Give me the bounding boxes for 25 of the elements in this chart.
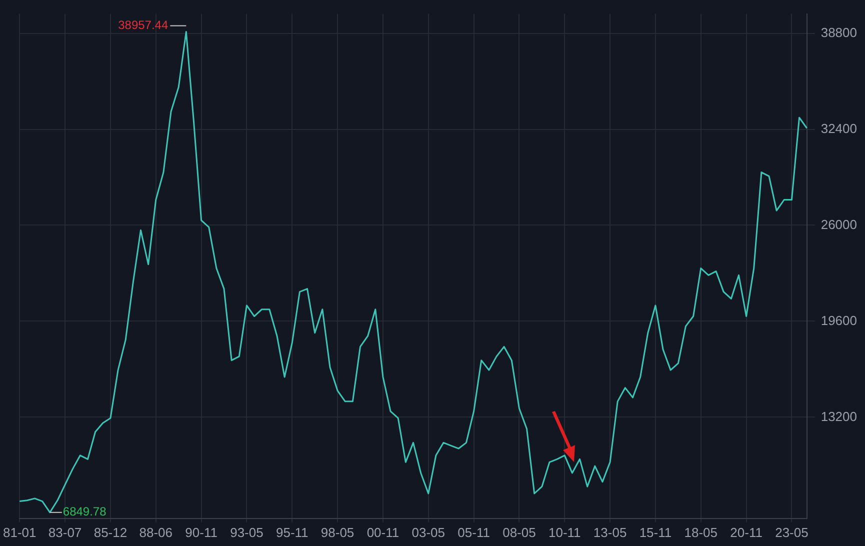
x-tick-label: 81-01 — [3, 524, 36, 540]
x-tick-label: 03-05 — [412, 524, 445, 540]
annotation: 6849.78 — [62, 504, 107, 519]
x-tick-label: 08-05 — [502, 524, 536, 540]
x-tick-label: 13-05 — [593, 524, 627, 540]
x-tick-label: 18-05 — [684, 524, 718, 540]
y-tick-label: 13200 — [820, 408, 858, 424]
x-tick-label: 98-05 — [320, 524, 354, 540]
y-tick-label: 32400 — [820, 120, 858, 136]
y-tick-label: 38800 — [820, 24, 858, 40]
y-tick-label: 19600 — [820, 312, 858, 328]
y-tick-label: 26000 — [820, 216, 858, 232]
x-tick-label: 23-05 — [775, 524, 808, 540]
x-tick-label: 00-11 — [366, 524, 400, 540]
x-tick-label: 05-11 — [458, 524, 490, 540]
x-tick-label: 83-07 — [48, 524, 82, 540]
x-tick-label: 10-11 — [548, 524, 581, 540]
x-tick-label: 88-06 — [139, 524, 172, 540]
x-tick-label: 20-11 — [730, 524, 762, 540]
x-tick-label: 85-12 — [94, 524, 128, 540]
x-tick-label: 15-11 — [639, 524, 672, 540]
x-tick-label: 93-05 — [230, 524, 264, 540]
annotation: 38957.44 — [118, 18, 168, 32]
x-tick-label: 90-11 — [185, 524, 218, 540]
x-tick-label: 95-11 — [276, 524, 308, 540]
